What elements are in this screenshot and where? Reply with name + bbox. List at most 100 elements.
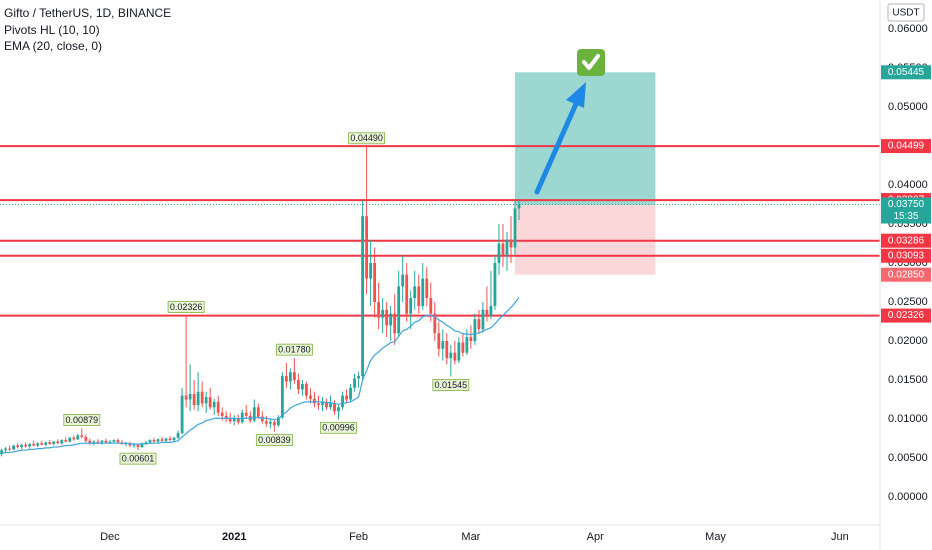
candle-body bbox=[513, 208, 517, 248]
candle-body bbox=[228, 419, 232, 422]
candle-body bbox=[108, 441, 112, 443]
candle-body bbox=[140, 443, 144, 448]
candle-body bbox=[305, 383, 308, 396]
pivot-box bbox=[255, 434, 293, 446]
pivot-box bbox=[119, 452, 157, 465]
candle-body bbox=[52, 441, 56, 444]
candle-body bbox=[485, 309, 489, 317]
x-tick-label: Jun bbox=[831, 531, 849, 543]
candle-body bbox=[100, 440, 104, 443]
candle-body bbox=[24, 444, 28, 447]
candle-body bbox=[88, 440, 92, 444]
last-price-label: 0.03750 bbox=[888, 199, 925, 210]
check-icon bbox=[577, 49, 605, 76]
candle-body bbox=[284, 376, 288, 382]
target-label: 0.05445 bbox=[888, 67, 925, 78]
candle-body bbox=[40, 443, 44, 445]
candle-body bbox=[409, 298, 413, 314]
candle-body bbox=[357, 376, 360, 379]
candle-body bbox=[252, 407, 256, 421]
y-tick-label: 0.05000 bbox=[888, 101, 928, 113]
candle-body bbox=[112, 440, 116, 442]
candle-body bbox=[493, 263, 497, 306]
candle-body bbox=[160, 439, 164, 441]
candle-body bbox=[329, 403, 332, 408]
level-label-box bbox=[881, 248, 931, 263]
stop-label-box bbox=[881, 267, 931, 282]
legend-pivots: Pivots HL (10, 10) bbox=[4, 23, 100, 37]
candle-body bbox=[345, 395, 348, 400]
candle-body bbox=[188, 394, 192, 400]
candle-body bbox=[240, 412, 244, 423]
candle-body bbox=[453, 352, 457, 361]
axis: 0.00000 0.00500 0.01000 0.01500 0.02000 0.025… bbox=[100, 23, 931, 543]
pivot-label: 0.00879 bbox=[66, 415, 99, 425]
candle-body bbox=[413, 286, 417, 299]
candle-body bbox=[92, 441, 96, 444]
candle-body bbox=[501, 243, 505, 256]
candle-body bbox=[152, 440, 156, 442]
pivot-label: 0.04490 bbox=[350, 133, 383, 143]
candle-body bbox=[44, 442, 48, 445]
candle-body bbox=[325, 401, 328, 408]
candle-body bbox=[445, 341, 449, 359]
pivot-label: 0.00996 bbox=[322, 423, 355, 433]
level-label-box bbox=[881, 139, 931, 154]
candle-body bbox=[116, 440, 120, 443]
y-tick-label: 0.02500 bbox=[888, 296, 928, 308]
candle-body bbox=[401, 274, 405, 287]
candle-body bbox=[365, 216, 368, 279]
candle-body bbox=[437, 333, 441, 349]
y-tick-label: 0.06000 bbox=[888, 23, 928, 35]
candle-body bbox=[489, 305, 493, 317]
candle-body bbox=[224, 415, 228, 420]
candle-body bbox=[333, 403, 336, 412]
candle-body bbox=[0, 450, 4, 455]
candle-body bbox=[497, 243, 501, 264]
x-tick-label: May bbox=[705, 531, 726, 543]
candle-body bbox=[288, 372, 292, 382]
pivot-box bbox=[167, 301, 205, 313]
level-label: 0.04499 bbox=[888, 141, 925, 152]
level-label: 0.02326 bbox=[888, 310, 925, 321]
candle-body bbox=[176, 433, 180, 438]
candle-body bbox=[421, 278, 425, 306]
candle-body bbox=[80, 435, 84, 437]
pivot-box bbox=[348, 132, 385, 145]
candle-body bbox=[361, 216, 364, 377]
stop-label: 0.02850 bbox=[888, 269, 925, 280]
candle-body bbox=[337, 407, 340, 412]
candle-body bbox=[56, 441, 60, 444]
candle-body bbox=[28, 443, 32, 447]
arrow bbox=[534, 82, 586, 195]
candle-body bbox=[477, 319, 481, 330]
y-tick-label: 0.01000 bbox=[888, 413, 928, 425]
pivot-label: 0.00601 bbox=[122, 453, 155, 463]
ema-line bbox=[1, 296, 520, 454]
y-tick-label: 0.00500 bbox=[888, 452, 928, 464]
legend-ema: EMA (20, close, 0) bbox=[4, 39, 102, 53]
candle-body bbox=[208, 397, 212, 408]
candle-body bbox=[244, 412, 248, 416]
pivot-box bbox=[276, 343, 313, 356]
pivot-box bbox=[63, 414, 101, 426]
plot: 0.00879 0.02326 0.01780 0.04490 0.00601 0.008… bbox=[0, 72, 880, 465]
candle-body bbox=[144, 442, 148, 444]
pivot-label: 0.02326 bbox=[170, 302, 203, 312]
countdown: 15:35 bbox=[893, 211, 918, 222]
x-tick-label: Apr bbox=[587, 531, 604, 543]
candle-body bbox=[76, 435, 80, 440]
candle-body bbox=[68, 437, 72, 442]
candle-body bbox=[297, 380, 300, 390]
candle-body bbox=[349, 387, 352, 400]
candle-body bbox=[268, 422, 272, 424]
candle-body bbox=[236, 418, 240, 423]
target-label-box bbox=[881, 65, 931, 80]
candle-body bbox=[417, 286, 421, 306]
candle-body bbox=[309, 395, 312, 399]
y-tick-label: 0.01500 bbox=[888, 374, 928, 386]
candle-body bbox=[469, 337, 473, 342]
candle-body bbox=[48, 442, 52, 444]
level-label: 0.03093 bbox=[888, 250, 925, 261]
candle-body bbox=[60, 440, 64, 444]
